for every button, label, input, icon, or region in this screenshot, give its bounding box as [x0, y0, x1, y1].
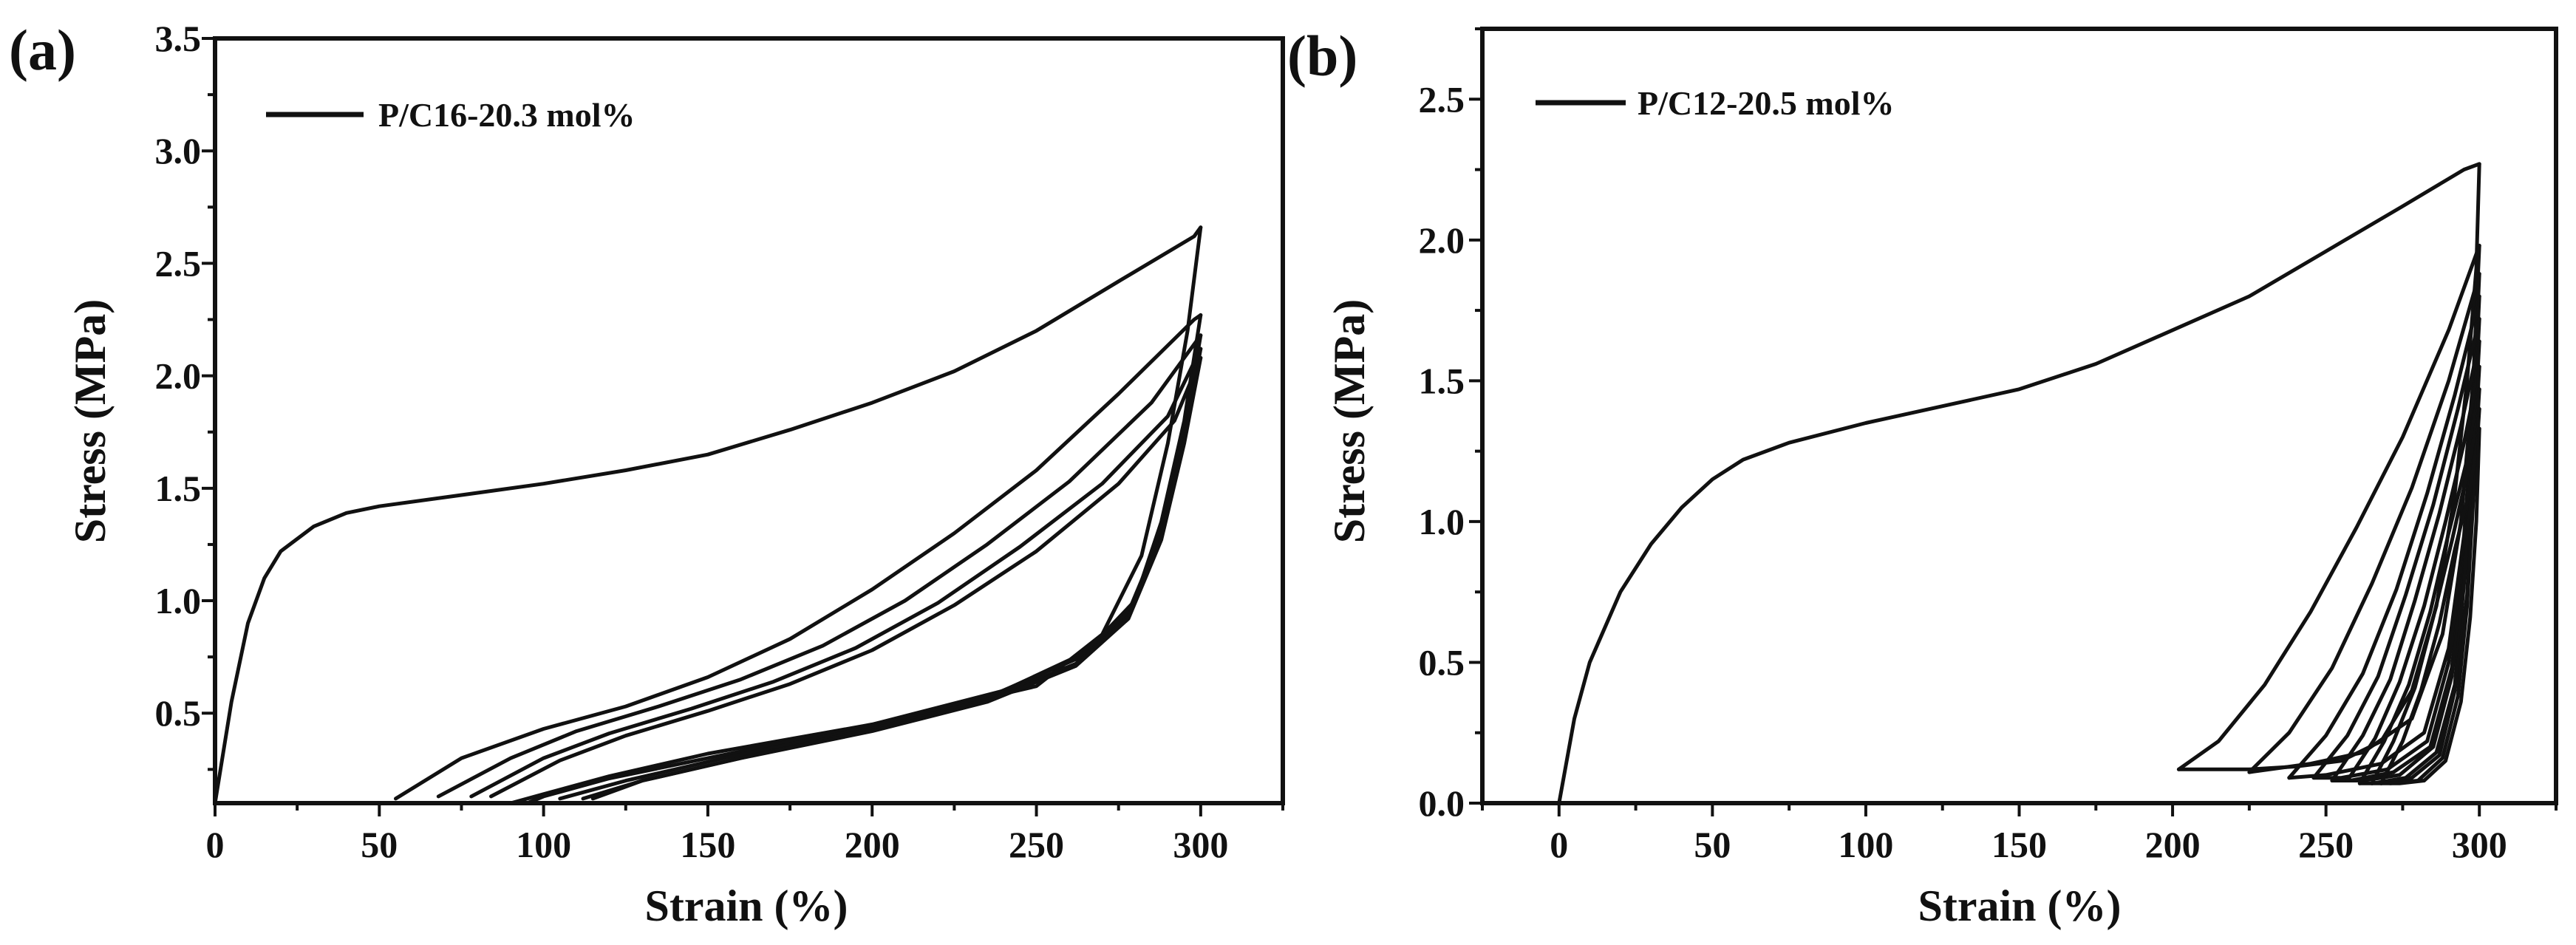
y-axis-ticks-b [1469, 27, 1482, 805]
cycle-5-loading-curve-b [2311, 317, 2481, 780]
x-axis-title-a: Strain (%) [645, 881, 848, 930]
y-axis-title-a: Stress (MPa) [66, 299, 115, 543]
x-tick-label-a-300: 300 [1173, 824, 1228, 865]
y-tick-label-a-2.0: 2.0 [155, 355, 202, 397]
y-tick-label-a-3.5: 3.5 [155, 18, 202, 59]
y-tick-label-b-2.0: 2.0 [1419, 219, 1465, 261]
legend-label-b: P/C12-20.5 mol% [1638, 84, 1895, 122]
x-tick-labels-a: 0 50 100 150 200 250 300 [206, 824, 1229, 865]
x-tick-label-b-150: 150 [1991, 824, 2047, 865]
y-tick-label-a-0.5: 0.5 [155, 692, 202, 734]
plot-frame-b [1480, 27, 2558, 805]
x-tick-label-b-250: 250 [2298, 824, 2354, 865]
x-tick-label-a-0: 0 [206, 824, 225, 865]
panel-a: (a) 0 50 100 150 200 250 300 0.5 1.0 1.5… [9, 18, 1285, 930]
cycle-2-loading-curve-a [394, 313, 1203, 801]
legend-label-a: P/C16-20.3 mol% [378, 96, 636, 134]
x-tick-label-a-50: 50 [361, 824, 398, 865]
panel-label-b: (b) [1287, 24, 1357, 88]
cycle-4-loading-curve-b [2287, 294, 2481, 780]
y-tick-label-b-1.0: 1.0 [1419, 501, 1465, 542]
x-axis-ticks-b [1481, 803, 2558, 816]
cycle-10-unloading-curve-b [2388, 426, 2481, 785]
x-tick-label-b-0: 0 [1550, 824, 1568, 865]
x-axis-ticks-a [214, 803, 1284, 816]
cycle-10-loading-curve-b [2379, 426, 2481, 785]
x-tick-label-b-300: 300 [2452, 824, 2507, 865]
legend-b: P/C12-20.5 mol% [1536, 84, 1895, 122]
cycle-9-loading-curve-b [2370, 407, 2481, 785]
panel-label-a: (a) [9, 18, 76, 82]
plot-frame-a [213, 36, 1285, 805]
panel-b: (b) 0 50 100 150 200 250 300 0.0 0.5 1.0… [1287, 24, 2558, 930]
cycle-3-loading-curve-a [436, 333, 1203, 799]
x-tick-label-a-150: 150 [680, 824, 735, 865]
y-tick-label-a-2.5: 2.5 [155, 242, 202, 284]
cycle-2-loading-curve-b [2176, 243, 2481, 771]
y-tick-label-a-1.0: 1.0 [155, 580, 202, 621]
x-tick-label-b-200: 200 [2145, 824, 2201, 865]
x-tick-label-b-50: 50 [1694, 824, 1731, 865]
legend-a: P/C16-20.3 mol% [266, 96, 636, 134]
cycle-8-loading-curve-b [2357, 387, 2481, 785]
x-tick-label-b-100: 100 [1838, 824, 1893, 865]
x-tick-label-a-200: 200 [845, 824, 900, 865]
y-tick-label-b-1.5: 1.5 [1419, 360, 1465, 401]
y-axis-title-b: Stress (MPa) [1325, 299, 1374, 543]
y-tick-label-b-0.0: 0.0 [1419, 782, 1465, 824]
cycle-7-loading-curve-b [2345, 364, 2481, 782]
y-tick-labels-b: 0.0 0.5 1.0 1.5 2.0 2.5 [1419, 78, 1465, 824]
cycle-6-loading-curve-b [2330, 339, 2481, 782]
y-tick-label-b-0.5: 0.5 [1419, 641, 1465, 683]
cycle-1-loading-curve-b [1557, 162, 2481, 805]
cycle-4-loading-curve-a [469, 347, 1203, 799]
y-tick-label-b-2.5: 2.5 [1419, 78, 1465, 120]
cycle-5-loading-curve-a [489, 355, 1203, 799]
cycle-5-unloading-curve-a [590, 355, 1203, 801]
x-tick-label-a-250: 250 [1009, 824, 1064, 865]
y-axis-ticks-a [202, 37, 215, 771]
x-axis-title-b: Strain (%) [1918, 881, 2122, 930]
x-tick-labels-b: 0 50 100 150 200 250 300 [1550, 824, 2507, 865]
y-tick-label-a-1.5: 1.5 [155, 468, 202, 509]
cycle-3-loading-curve-b [2247, 272, 2481, 774]
series-curves-a [213, 225, 1203, 805]
y-tick-labels-a: 0.5 1.0 1.5 2.0 2.5 3.0 3.5 [155, 18, 202, 734]
cycle-1-loading-curve-a [213, 225, 1203, 805]
y-tick-label-a-3.0: 3.0 [155, 130, 202, 171]
x-tick-label-a-100: 100 [516, 824, 571, 865]
series-curves-b [1557, 162, 2481, 805]
cycle-1-unloading-curve-a [508, 225, 1203, 805]
